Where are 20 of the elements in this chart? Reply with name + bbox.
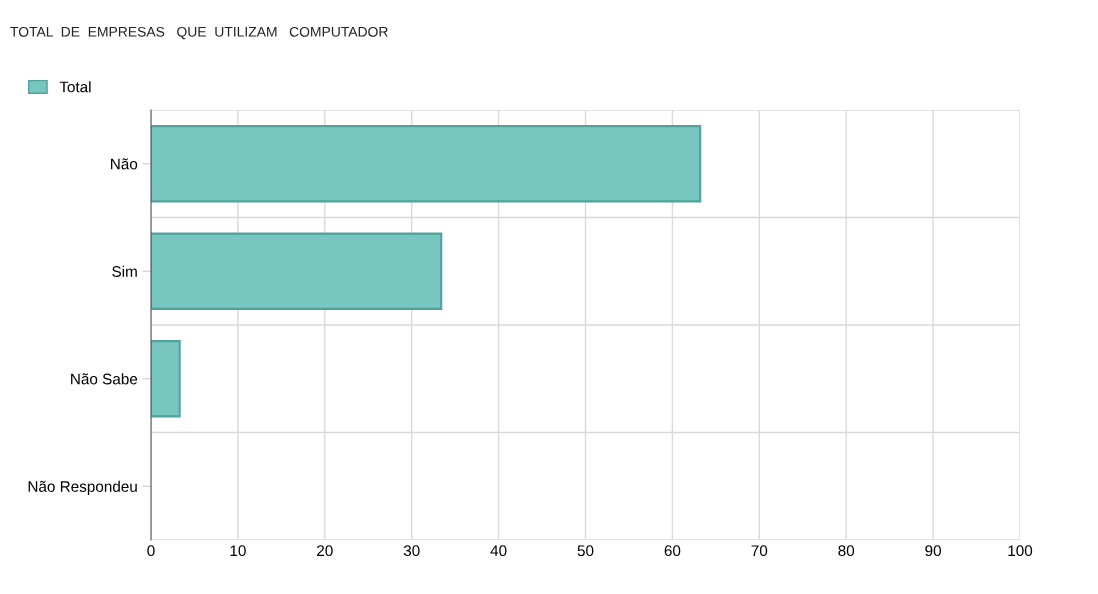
legend-label: Total: [59, 81, 91, 93]
x-tick-label: 10: [230, 545, 246, 557]
x-tick-label: 20: [317, 545, 333, 557]
y-tick-label: Não Respondeu: [28, 480, 137, 495]
x-tick-label: 100: [1008, 545, 1033, 557]
bar: [151, 125, 702, 203]
x-tick-label: 70: [751, 545, 768, 557]
x-tick-label: 90: [925, 545, 941, 557]
y-tick-label: Não Sabe: [71, 373, 138, 385]
y-tick-label: Não: [111, 158, 138, 170]
x-tick-label: 60: [664, 545, 681, 557]
x-tick-label: 80: [838, 545, 855, 557]
chart-title: TOTAL DE EMPRESAS QUE UTILIZAM COMPUTADOR: [10, 26, 388, 40]
x-tick-label: 30: [403, 545, 420, 557]
bar: [151, 232, 443, 310]
bar: [151, 340, 181, 418]
y-tick-label: Sim: [112, 265, 137, 277]
x-tick-label: 40: [490, 545, 507, 557]
x-tick-label: 50: [577, 545, 594, 557]
x-tick-label: 0: [147, 545, 155, 557]
